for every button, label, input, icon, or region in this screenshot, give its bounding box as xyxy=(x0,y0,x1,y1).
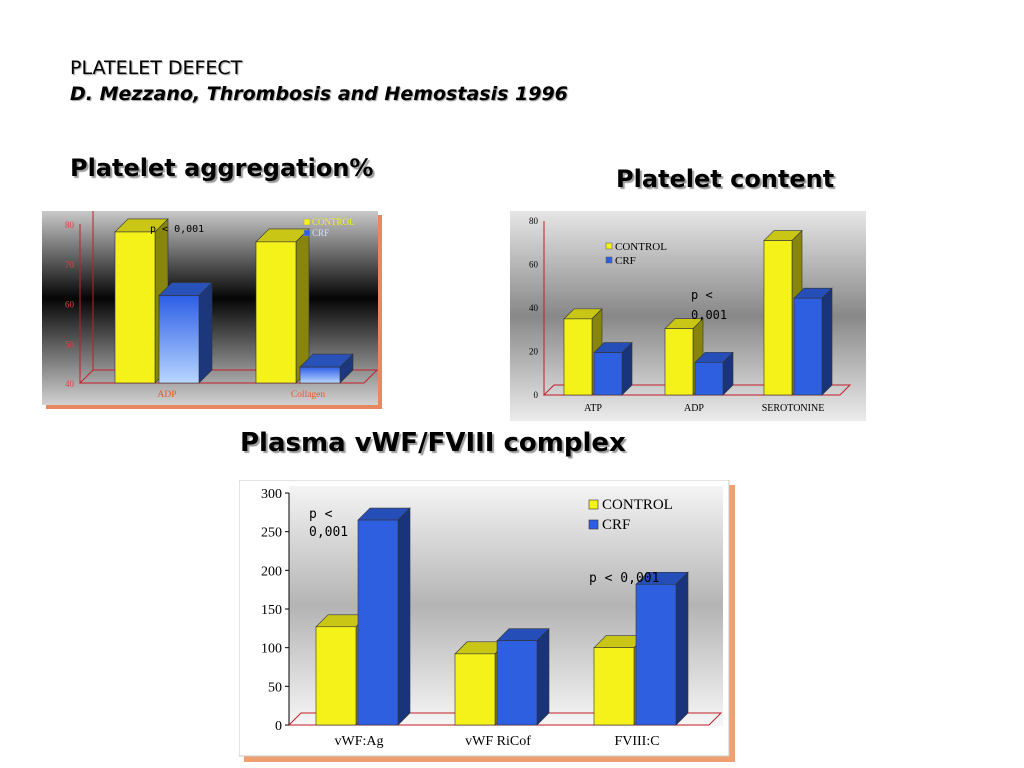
crf-bar-0-front xyxy=(357,519,399,726)
y-tick-label: 40 xyxy=(65,379,75,389)
control-bar-1 xyxy=(255,228,310,384)
crf-bar-1 xyxy=(496,627,550,726)
x-tick-label: FVIII:C xyxy=(614,734,659,749)
x-tick-label: SEROTONINE xyxy=(762,403,825,414)
control-bar-1-front xyxy=(664,328,694,396)
crf-bar-0-front xyxy=(158,295,200,384)
aggregation-heading: Platelet aggregation% xyxy=(70,154,374,182)
crf-bar-0 xyxy=(593,341,633,396)
legend-swatch-1 xyxy=(303,229,311,237)
content-chart-svg: 80 60 40 20 0 ATP ADP SEROTONINE p < 0,001 CONTRO… xyxy=(510,211,866,421)
y-tick-label: 50 xyxy=(268,680,282,695)
y-tick-label: 80 xyxy=(65,220,75,230)
control-bar-1-front xyxy=(454,653,496,726)
plasma-chart-svg: 300 250 200 150 100 50 0 vWF:Ag vWF RiCof FVIII:C… xyxy=(239,480,735,762)
aggregation-chart-svg: 80 70 60 50 40 ADP Collagen p < 0,001 CONTROLCR… xyxy=(42,211,382,409)
legend-label-0: CONTROL xyxy=(602,497,673,513)
x-tick-label: Collagen xyxy=(291,390,326,400)
legend-swatch-1 xyxy=(605,256,613,264)
legend-swatch-0 xyxy=(605,242,613,250)
p-value-annotation: p < 0,001 xyxy=(589,571,659,586)
p-value-annotation: p < xyxy=(691,288,713,302)
y-tick-label: 0 xyxy=(534,390,539,400)
legend-label-1: CRF xyxy=(602,517,630,533)
x-tick-label: ADP xyxy=(684,403,704,414)
content-heading: Platelet content xyxy=(616,165,835,193)
control-bar-2-front xyxy=(763,240,793,396)
crf-bar-1-front xyxy=(299,366,341,384)
crf-bar-2-side xyxy=(821,287,833,396)
control-bar-0-front xyxy=(563,318,593,396)
crf-bar-1 xyxy=(299,353,354,384)
floor xyxy=(287,712,723,726)
crf-bar-0 xyxy=(158,281,213,384)
y-tick-label: 20 xyxy=(529,347,539,357)
x-tick-label: vWF RiCof xyxy=(465,734,531,749)
legend-label-1: CRF xyxy=(312,228,329,238)
crf-bar-0 xyxy=(357,507,411,726)
y-tick-label: 100 xyxy=(261,642,282,657)
legend-label-1: CRF xyxy=(615,255,636,267)
crf-bar-1 xyxy=(694,351,734,396)
y-tick-label: 250 xyxy=(261,526,282,541)
legend-label-0: CONTROL xyxy=(615,241,667,253)
control-bar-0-front xyxy=(315,626,357,726)
plasma-chart: 300 250 200 150 100 50 0 vWF:Ag vWF RiCof FVIII:C… xyxy=(239,480,735,762)
crf-bar-0-front xyxy=(593,352,623,396)
crf-bar-2 xyxy=(635,571,689,726)
crf-bar-1-front xyxy=(694,362,724,396)
y-tick-label: 300 xyxy=(261,487,282,502)
crf-bar-1-side xyxy=(536,627,550,726)
p-value-annotation: 0,001 xyxy=(309,525,348,540)
control-bar-1-front xyxy=(255,241,297,384)
y-tick-label: 0 xyxy=(275,719,282,734)
plasma-heading: Plasma vWF/FVIII complex xyxy=(240,428,626,458)
crf-bar-2 xyxy=(793,287,833,396)
crf-bar-2-front xyxy=(635,583,677,726)
y-tick-label: 150 xyxy=(261,603,282,618)
crf-bar-1-front xyxy=(496,640,538,726)
y-tick-label: 60 xyxy=(65,300,75,310)
content-chart: 80 60 40 20 0 ATP ADP SEROTONINE p < 0,001 CONTRO… xyxy=(510,211,866,421)
y-tick-label: 70 xyxy=(65,260,75,270)
crf-bar-0-side xyxy=(397,507,411,726)
legend-label-0: CONTROL xyxy=(312,217,355,227)
legend-swatch-0 xyxy=(303,218,311,226)
x-tick-label: vWF:Ag xyxy=(335,734,384,749)
y-tick-label: 50 xyxy=(65,339,75,349)
floor xyxy=(542,384,852,396)
crf-bar-2-side xyxy=(675,571,689,726)
legend-swatch-0 xyxy=(588,499,599,510)
p-value-annotation: p < xyxy=(309,507,333,522)
p-value-annotation: p < 0,001 xyxy=(150,224,204,235)
control-bar-2-front xyxy=(593,647,635,726)
legend-swatch-1 xyxy=(588,519,599,530)
crf-bar-0-side xyxy=(198,281,213,384)
crf-bar-2-front xyxy=(793,297,823,396)
y-tick-label: 60 xyxy=(529,260,539,270)
x-tick-label: ATP xyxy=(584,403,602,414)
citation: D. Mezzano, Thrombosis and Hemostasis 19… xyxy=(70,83,568,105)
slide-title: PLATELET DEFECT xyxy=(70,57,243,79)
aggregation-chart: 80 70 60 50 40 ADP Collagen p < 0,001 CONTROL CR… xyxy=(42,211,382,409)
x-tick-label: ADP xyxy=(157,390,176,400)
y-tick-label: 200 xyxy=(261,564,282,579)
y-tick-label: 40 xyxy=(529,303,539,313)
y-tick-label: 80 xyxy=(529,216,539,226)
p-value-annotation: 0,001 xyxy=(691,308,727,322)
control-bar-0-front xyxy=(114,231,156,384)
